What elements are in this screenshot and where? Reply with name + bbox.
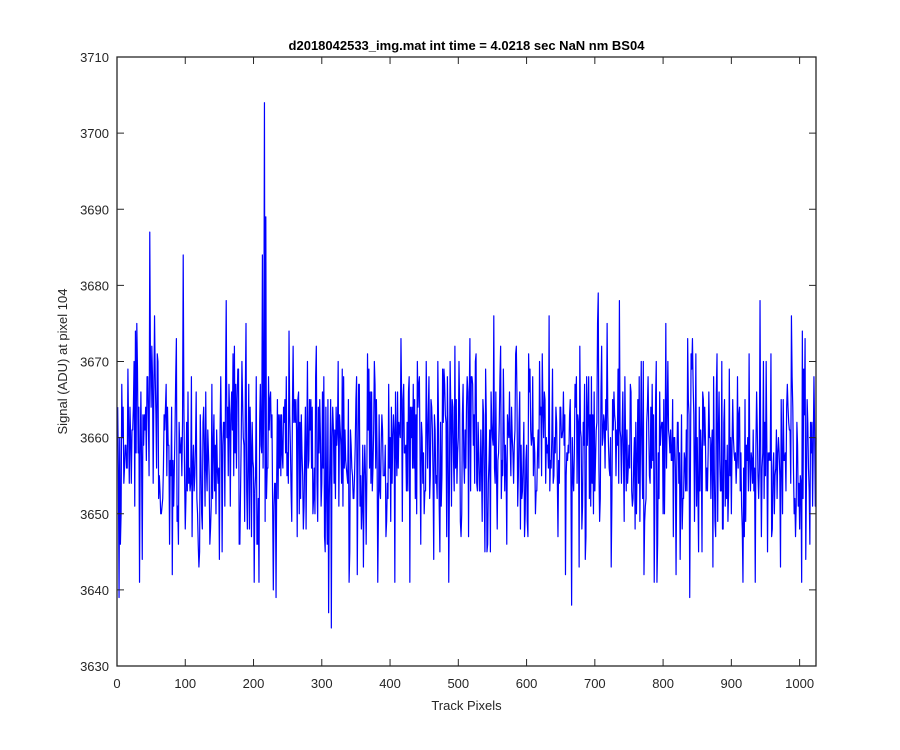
x-tick-label: 500: [447, 676, 469, 691]
y-tick-label: 3700: [80, 126, 109, 141]
y-tick-label: 3640: [80, 583, 109, 598]
x-tick-label: 1000: [785, 676, 814, 691]
x-tick-label: 300: [311, 676, 333, 691]
y-tick-label: 3680: [80, 278, 109, 293]
ticks-layer: 0 100 200 300 400 500 600 700 800 900 1000 3630 3640…: [80, 50, 816, 691]
y-axis-label: Signal (ADU) at pixel 104: [55, 289, 70, 435]
y-tick-label: 3670: [80, 355, 109, 370]
x-tick-label: 400: [379, 676, 401, 691]
series-line-0: [117, 102, 817, 629]
x-tick-label: 0: [113, 676, 120, 691]
chart-title: d2018042533_img.mat int time = 4.0218 se…: [289, 38, 646, 53]
y-tick-label: 3710: [80, 50, 109, 65]
y-tick-label: 3660: [80, 431, 109, 446]
x-tick-label: 200: [243, 676, 265, 691]
x-axis-label: Track Pixels: [431, 698, 502, 713]
plot-area: [117, 57, 816, 666]
x-tick-label: 100: [174, 676, 196, 691]
y-tick-label: 3690: [80, 202, 109, 217]
series-layer: [117, 102, 817, 629]
x-tick-label: 800: [652, 676, 674, 691]
x-tick-label: 600: [516, 676, 538, 691]
y-tick-label: 3650: [80, 507, 109, 522]
y-tick-label: 3630: [80, 659, 109, 674]
x-tick-label: 900: [721, 676, 743, 691]
x-tick-label: 700: [584, 676, 606, 691]
